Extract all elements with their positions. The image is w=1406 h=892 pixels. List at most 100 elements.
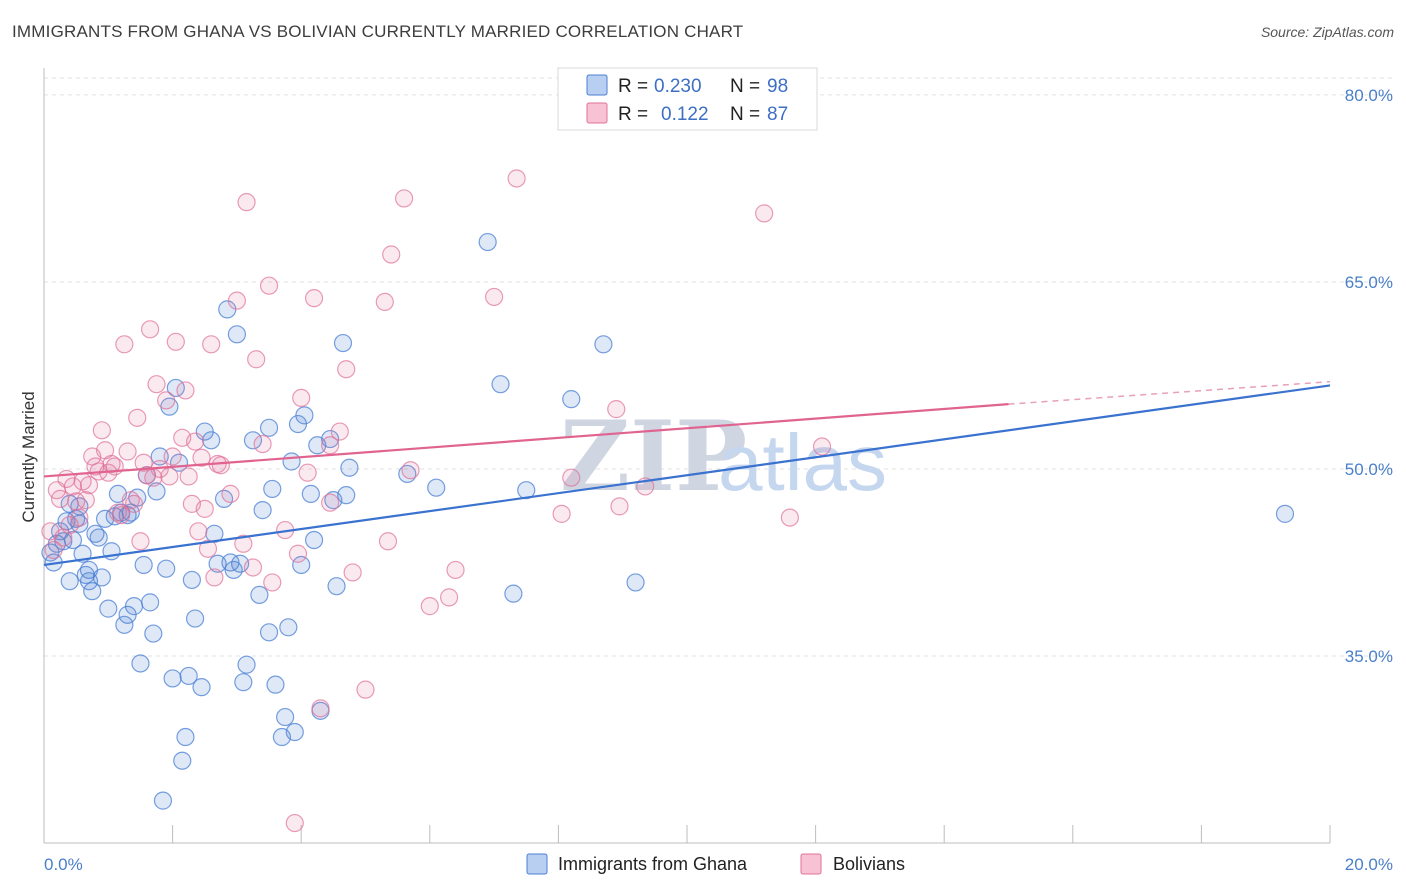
ghana-point	[504, 584, 523, 603]
source-credit: Source: ZipAtlas.com	[1260, 24, 1394, 40]
bolivians-point	[166, 332, 185, 351]
ghana-point	[173, 751, 192, 770]
ghana-point	[179, 666, 198, 686]
ghana-point	[562, 390, 581, 409]
bolivians-point	[337, 360, 356, 379]
ghana-point	[282, 452, 301, 471]
bolivians-point	[128, 408, 147, 427]
bolivians-point	[780, 508, 799, 527]
bolivians-point	[60, 515, 79, 535]
x-tick-labels: 0.0% 20.0%	[44, 855, 1393, 874]
ghana-point	[243, 431, 263, 450]
bolivians-point	[211, 456, 230, 475]
series-ghana-points	[41, 232, 1295, 810]
bolivians-point	[812, 437, 832, 456]
ghana-point	[60, 572, 79, 591]
ghana-point	[301, 484, 320, 504]
ghana-point	[237, 655, 256, 674]
bolivians-point	[79, 476, 99, 495]
bolivians-point	[507, 169, 526, 188]
bolivians-point	[311, 699, 330, 718]
ghana-point	[266, 675, 285, 694]
legend-n-value-bolivians: 87	[767, 104, 788, 125]
ghana-point	[327, 577, 346, 596]
bolivians-point	[288, 544, 308, 563]
ghana-point	[150, 447, 169, 466]
bolivians-point	[189, 522, 208, 541]
bolivians-point	[234, 534, 253, 553]
ghana-trend-line	[43, 384, 1331, 567]
bolivians-point	[160, 467, 179, 486]
ghana-point	[478, 232, 497, 252]
bolivians-point	[205, 568, 224, 587]
watermark-atlas: atlas	[718, 418, 887, 507]
bolivians-point	[439, 588, 459, 607]
ghana-point	[427, 478, 446, 497]
ghana-point	[134, 555, 153, 575]
legend-swatch-bolivians	[586, 102, 608, 124]
bolivians-point	[298, 463, 317, 482]
ghana-point	[340, 458, 359, 477]
bolivians-point	[401, 461, 420, 480]
y-tick-label: 65.0%	[1345, 273, 1393, 292]
bolivians-point	[198, 539, 218, 558]
ghana-point	[321, 429, 340, 449]
ghana-point	[186, 609, 205, 628]
ghana-point	[208, 554, 227, 573]
bottom-legend-swatch-bolivians	[800, 853, 822, 875]
ghana-point	[153, 791, 173, 810]
bolivians-point	[292, 388, 311, 408]
bolivians-point	[76, 491, 95, 510]
ghana-point	[259, 623, 279, 642]
bolivians-point	[375, 292, 394, 311]
bolivians-point	[394, 189, 414, 208]
axes	[43, 68, 1331, 844]
ghana-point	[163, 669, 182, 688]
y-tick-label: 50.0%	[1345, 460, 1393, 479]
legend-r-value-bolivians: 0.122	[661, 104, 709, 125]
bolivians-point	[562, 468, 581, 487]
bolivians-point	[112, 505, 131, 525]
bolivians-point	[44, 540, 63, 560]
bolivians-point	[237, 193, 256, 212]
bolivians-point	[304, 289, 324, 308]
ghana-point	[192, 678, 211, 697]
y-tick-labels: 35.0% 50.0% 65.0% 80.0%	[1345, 86, 1393, 666]
bolivians-point	[115, 335, 134, 354]
bolivians-point	[92, 421, 111, 440]
bolivians-point	[343, 563, 362, 582]
bolivians-point	[253, 434, 272, 454]
bolivians-point	[610, 497, 629, 516]
bolivians-point	[607, 400, 626, 419]
ghana-point	[337, 486, 356, 505]
x-tick-label: 0.0%	[44, 855, 83, 874]
ghana-point	[202, 431, 221, 450]
legend-n-label-ghana: N =	[730, 76, 760, 97]
ghana-point	[263, 479, 282, 499]
ghana-point	[1275, 504, 1295, 523]
bottom-legend-swatch-ghana	[526, 853, 548, 875]
ghana-point	[79, 560, 99, 580]
bolivians-point	[131, 532, 150, 551]
bolivians-point	[243, 558, 263, 577]
bolivians-point	[157, 391, 176, 410]
bolivians-point	[202, 335, 221, 354]
bolivians-point	[176, 381, 195, 400]
watermark: ZIP atlas	[560, 400, 887, 513]
bolivians-point	[50, 489, 70, 508]
bottom-legend: Immigrants from Ghana Bolivians	[526, 853, 905, 875]
bolivians-trend-extension	[1008, 380, 1331, 405]
y-axis-label: Currently Married	[19, 391, 38, 522]
ghana-point	[147, 482, 166, 501]
bolivians-point	[108, 503, 128, 522]
ghana-point	[234, 673, 253, 692]
ghana-point	[259, 418, 279, 437]
bolivians-point	[186, 432, 205, 451]
bolivians-trend-line	[43, 403, 1009, 478]
bolivians-point	[192, 448, 211, 467]
bolivians-point	[221, 484, 240, 504]
ghana-point	[292, 555, 311, 575]
legend-r-value-ghana: 0.230	[654, 76, 702, 97]
trend-lines	[43, 380, 1331, 567]
ghana-point	[491, 375, 510, 394]
